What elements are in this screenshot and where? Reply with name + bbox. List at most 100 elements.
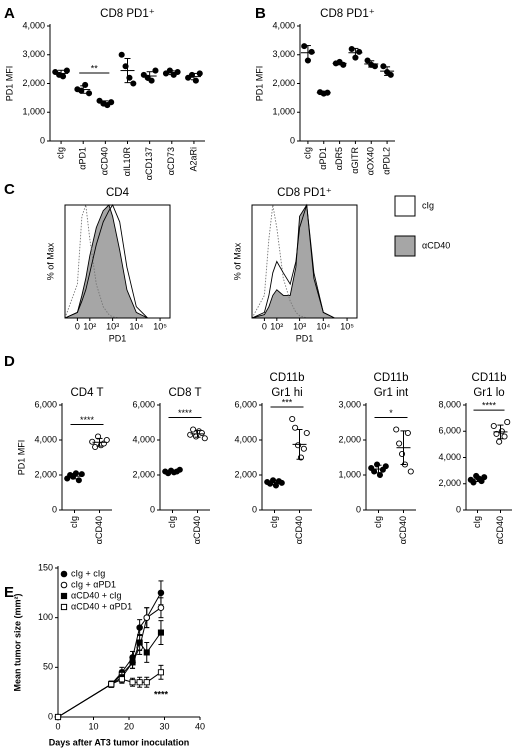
- data-point: [136, 624, 143, 631]
- chart-title: CD4: [106, 187, 130, 199]
- x-tick-label: cIg: [373, 516, 383, 528]
- x-tick-label: αPDL2: [381, 147, 391, 175]
- y-axis-label: Mean tumor size (mm²): [12, 593, 22, 691]
- x-tick-label: αCD73: [166, 147, 176, 175]
- data-point: [300, 445, 307, 452]
- panel-label: B: [255, 5, 266, 22]
- x-tick-label: 20: [124, 721, 134, 731]
- significance-label: ***: [282, 397, 293, 407]
- y-tick-label: 0: [456, 504, 461, 514]
- data-point: [504, 419, 511, 426]
- data-point: [152, 67, 159, 74]
- data-point: [387, 71, 394, 78]
- data-point: [108, 99, 115, 106]
- data-point: [130, 80, 137, 87]
- y-tick-label: 2,000: [272, 78, 295, 88]
- data-point: [157, 604, 165, 611]
- series-line: [57, 671, 162, 718]
- plot-frame: [251, 204, 358, 319]
- y-tick-label: 2,000: [132, 469, 155, 479]
- legend-label: αCD40: [422, 240, 450, 250]
- y-tick-label: 50: [43, 662, 53, 672]
- density-curve: [64, 204, 148, 319]
- data-point: [404, 429, 411, 437]
- x-tick-label: cIg: [472, 516, 482, 528]
- data-point: [196, 70, 203, 77]
- legend-marker: [60, 592, 68, 600]
- y-tick-label: 4,000: [234, 434, 257, 444]
- significance-label: ****: [482, 400, 497, 410]
- y-tick-label: 0: [52, 504, 57, 514]
- x-tick-label: αCD40: [192, 516, 202, 544]
- axis: [465, 403, 512, 511]
- y-tick-label: 2,000: [338, 434, 361, 444]
- x-tick-label: αDR5: [334, 147, 344, 170]
- axis: [61, 403, 112, 511]
- x-tick-label: αCD40: [495, 516, 505, 544]
- x-tick-label: αPD1: [78, 147, 88, 170]
- y-tick-label: 1,000: [272, 107, 295, 117]
- y-tick-label: 2,000: [438, 478, 461, 488]
- y-axis-label: % of Max: [45, 242, 55, 280]
- y-tick-label: 0: [356, 504, 361, 514]
- plot-frame: [64, 204, 171, 319]
- x-tick-label: A2aRi: [188, 147, 198, 172]
- x-tick-label: 10⁴: [316, 321, 330, 331]
- chart-title: CD8 T: [168, 387, 201, 399]
- legend-marker: [60, 581, 68, 589]
- data-point: [136, 639, 143, 646]
- y-tick-label: 1,000: [338, 469, 361, 479]
- chart-title: Gr1 hi: [271, 387, 302, 399]
- data-point: [201, 435, 208, 442]
- legend-label: cIg: [422, 200, 434, 210]
- data-point: [157, 669, 165, 676]
- chart-title: Gr1 lo: [473, 387, 504, 399]
- series-line: [57, 632, 162, 718]
- data-point: [303, 429, 310, 437]
- data-point: [78, 471, 85, 478]
- x-tick-label: 10⁴: [129, 321, 143, 331]
- legend-label: cIg + cIg: [71, 568, 105, 578]
- y-tick-label: 4,000: [272, 20, 295, 30]
- data-point: [94, 433, 102, 440]
- data-point: [122, 63, 129, 70]
- y-tick-label: 4,000: [34, 434, 57, 444]
- significance-label: **: [91, 63, 99, 73]
- x-tick-label: αCD137: [144, 147, 154, 180]
- data-point: [143, 614, 150, 621]
- y-tick-label: 6,000: [132, 399, 155, 409]
- data-point: [129, 659, 136, 666]
- data-point: [348, 45, 355, 53]
- y-tick-label: 4,000: [22, 20, 45, 30]
- y-tick-label: 0: [40, 135, 45, 145]
- legend-label: αCD40 + αPD1: [71, 601, 132, 611]
- data-point: [393, 426, 400, 433]
- x-tick-label: αGITR: [350, 147, 360, 174]
- y-tick-label: 0: [290, 135, 295, 145]
- x-axis-label: PD1: [109, 333, 127, 343]
- panel-label: E: [4, 584, 14, 601]
- x-tick-label: 0: [75, 321, 80, 331]
- data-point: [157, 629, 165, 636]
- data-point: [470, 479, 477, 486]
- data-point: [54, 713, 62, 721]
- x-tick-label: 10²: [83, 321, 96, 331]
- y-axis-label: % of Max: [232, 242, 242, 280]
- chart-title: CD8 PD1⁺: [277, 187, 332, 199]
- chart-title: CD8 PD1⁺: [320, 8, 375, 20]
- density-curve: [251, 204, 335, 319]
- data-point: [198, 429, 205, 437]
- y-tick-label: 0: [48, 711, 53, 721]
- data-point: [301, 43, 308, 50]
- y-tick-label: 6,000: [234, 399, 257, 409]
- data-point: [118, 676, 125, 683]
- data-point: [85, 90, 93, 97]
- density-curve: [251, 203, 335, 319]
- data-point: [481, 474, 488, 481]
- x-tick-label: 30: [159, 721, 169, 731]
- y-axis-label: PD1 MFI: [4, 66, 14, 102]
- data-point: [289, 415, 296, 423]
- data-point: [496, 438, 503, 445]
- chart-title: Gr1 int: [374, 387, 409, 399]
- panel-label: C: [4, 181, 15, 198]
